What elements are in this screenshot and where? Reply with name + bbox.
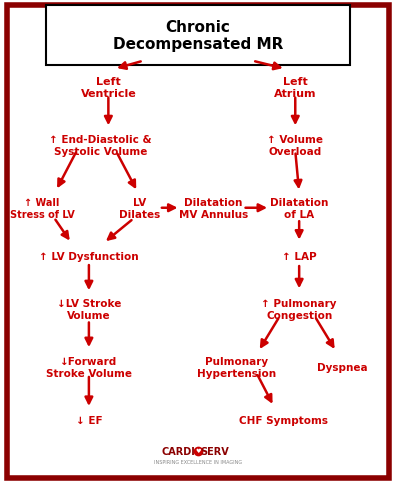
Text: CARDI: CARDI bbox=[162, 446, 195, 456]
Text: ↑ Pulmonary
Congestion: ↑ Pulmonary Congestion bbox=[261, 299, 337, 320]
Text: Left
Ventricle: Left Ventricle bbox=[80, 77, 136, 99]
Text: ↑ LAP: ↑ LAP bbox=[282, 252, 316, 261]
Text: ↑ End-Diastolic &
Systolic Volume: ↑ End-Diastolic & Systolic Volume bbox=[49, 135, 152, 156]
Text: Chronic
Decompensated MR: Chronic Decompensated MR bbox=[113, 20, 283, 52]
Text: ↓LV Stroke
Volume: ↓LV Stroke Volume bbox=[57, 299, 121, 320]
Text: INSPIRING EXCELLENCE IN IMAGING: INSPIRING EXCELLENCE IN IMAGING bbox=[154, 459, 242, 465]
Text: ↓Forward
Stroke Volume: ↓Forward Stroke Volume bbox=[46, 356, 132, 378]
Text: LV
Dilates: LV Dilates bbox=[119, 197, 160, 219]
Text: Left
Atrium: Left Atrium bbox=[274, 77, 316, 99]
FancyBboxPatch shape bbox=[7, 6, 389, 478]
Text: Dilatation
MV Annulus: Dilatation MV Annulus bbox=[179, 197, 248, 219]
Text: SERV: SERV bbox=[201, 446, 229, 456]
Text: ♥: ♥ bbox=[195, 448, 201, 454]
Text: ↑ LV Dysfunction: ↑ LV Dysfunction bbox=[39, 252, 139, 261]
Text: ↓ EF: ↓ EF bbox=[76, 415, 102, 425]
Text: CHF Symptoms: CHF Symptoms bbox=[239, 415, 328, 425]
Text: Pulmonary
Hypertension: Pulmonary Hypertension bbox=[197, 356, 277, 378]
Text: ↑ Wall
Stress of LV: ↑ Wall Stress of LV bbox=[10, 197, 74, 219]
Text: Dyspnea: Dyspnea bbox=[317, 362, 367, 372]
Text: ↑ Volume
Overload: ↑ Volume Overload bbox=[267, 135, 323, 156]
FancyBboxPatch shape bbox=[46, 6, 350, 66]
Text: Dilatation
of LA: Dilatation of LA bbox=[270, 197, 328, 219]
